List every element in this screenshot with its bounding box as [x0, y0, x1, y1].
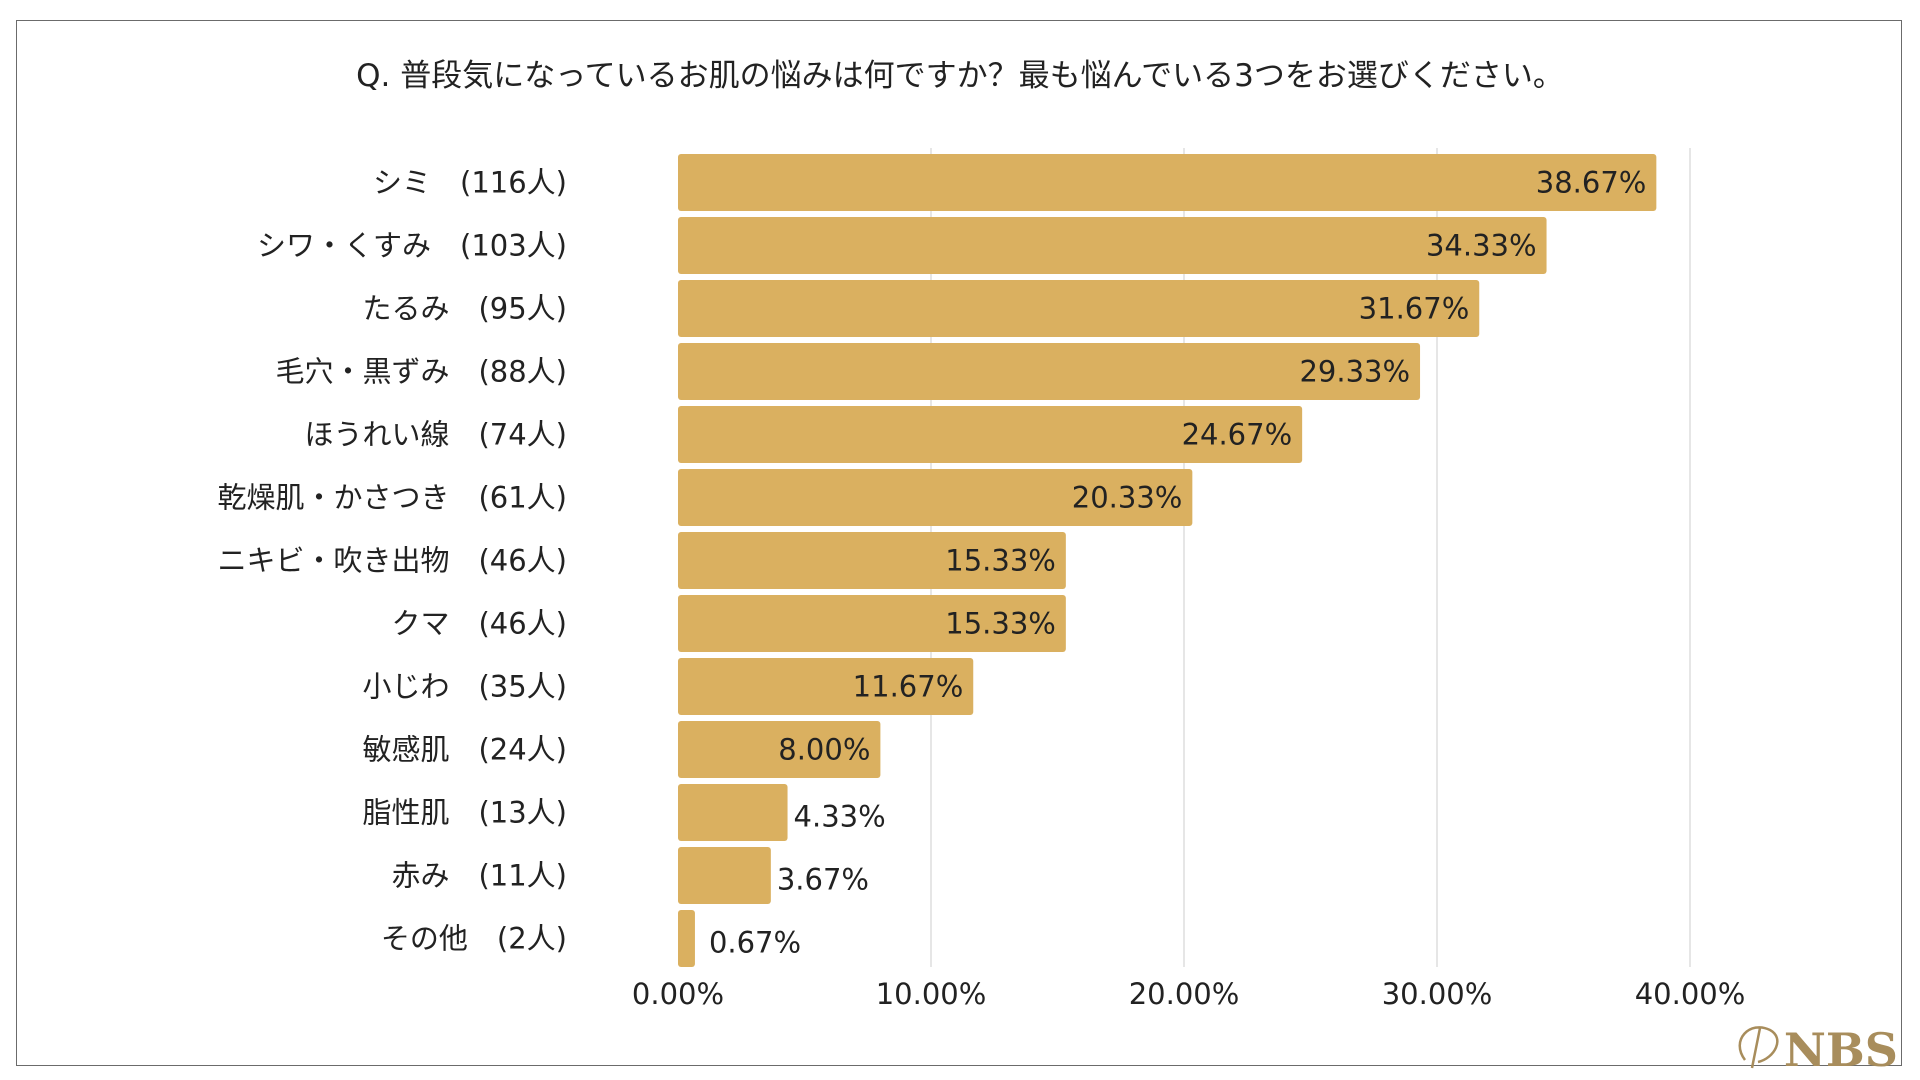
category-label: ほうれい線 (74人): [304, 418, 567, 452]
value-label: 4.33%: [794, 800, 886, 834]
category-label: たるみ (95人): [362, 292, 567, 326]
bar: [678, 532, 1066, 589]
value-label: 29.33%: [1299, 355, 1410, 389]
value-label: 15.33%: [945, 607, 1056, 641]
value-label: 3.67%: [777, 863, 869, 897]
logo-emblem-icon: [1738, 1026, 1779, 1069]
value-label: 0.67%: [709, 926, 801, 960]
x-tick-label: 20.00%: [1129, 977, 1240, 1011]
category-label: 赤み (11人): [391, 859, 567, 893]
category-label: 小じわ (35人): [362, 670, 567, 704]
value-label: 15.33%: [945, 544, 1056, 578]
bar: [678, 847, 771, 904]
bar: [678, 595, 1066, 652]
category-label: 乾燥肌・かさつき (61人): [217, 481, 567, 515]
bars: [678, 154, 1657, 967]
x-tick-label: 30.00%: [1382, 977, 1493, 1011]
bar: [678, 784, 788, 841]
bar: [678, 343, 1421, 400]
category-label: シワ・くすみ (103人): [257, 229, 567, 263]
bar: [678, 721, 881, 778]
value-labels: 38.67% 34.33% 31.67% 29.33%24.67% 20.33% 15.3…: [709, 166, 1646, 960]
value-label: 24.67%: [1182, 418, 1293, 452]
category-labels: シミ (116人) シワ・くすみ (103人) たるみ (95人) 毛穴・黒ずみ (8…: [217, 166, 567, 956]
category-label: 毛穴・黒ずみ (88人): [275, 355, 567, 389]
bar: [678, 910, 695, 967]
bar: [678, 658, 974, 715]
bar: [678, 154, 1657, 211]
nbs-logo: NBS: [1738, 1023, 1898, 1077]
category-label: クマ (46人): [391, 607, 567, 641]
value-label: 34.33%: [1426, 229, 1537, 263]
bar: [678, 280, 1480, 337]
bar: [678, 406, 1303, 463]
value-label: 8.00%: [778, 733, 870, 767]
x-tick-label: 10.00%: [876, 977, 987, 1011]
bar: [678, 469, 1193, 526]
x-axis-ticks: 0.00% 10.00% 20.00% 30.00% 40.00%: [632, 977, 1745, 1011]
category-label: その他 (2人): [381, 922, 567, 956]
chart-title: Q. 普段気になっているお肌の悩みは何ですか？最も悩んでいる3つをお選びください…: [356, 58, 1564, 94]
logo-text: NBS: [1784, 1023, 1898, 1077]
x-tick-label: 0.00%: [632, 977, 724, 1011]
bar: [678, 217, 1547, 274]
x-tick-label: 40.00%: [1635, 977, 1746, 1011]
category-label: 敏感肌 (24人): [362, 733, 567, 767]
value-label: 38.67%: [1536, 166, 1647, 200]
category-label: 脂性肌 (13人): [362, 796, 567, 830]
value-label: 31.67%: [1359, 292, 1470, 326]
category-label: ニキビ・吹き出物 (46人): [217, 544, 567, 578]
category-label: シミ (116人): [373, 166, 567, 200]
value-label: 20.33%: [1072, 481, 1183, 515]
value-label: 11.67%: [853, 670, 964, 704]
